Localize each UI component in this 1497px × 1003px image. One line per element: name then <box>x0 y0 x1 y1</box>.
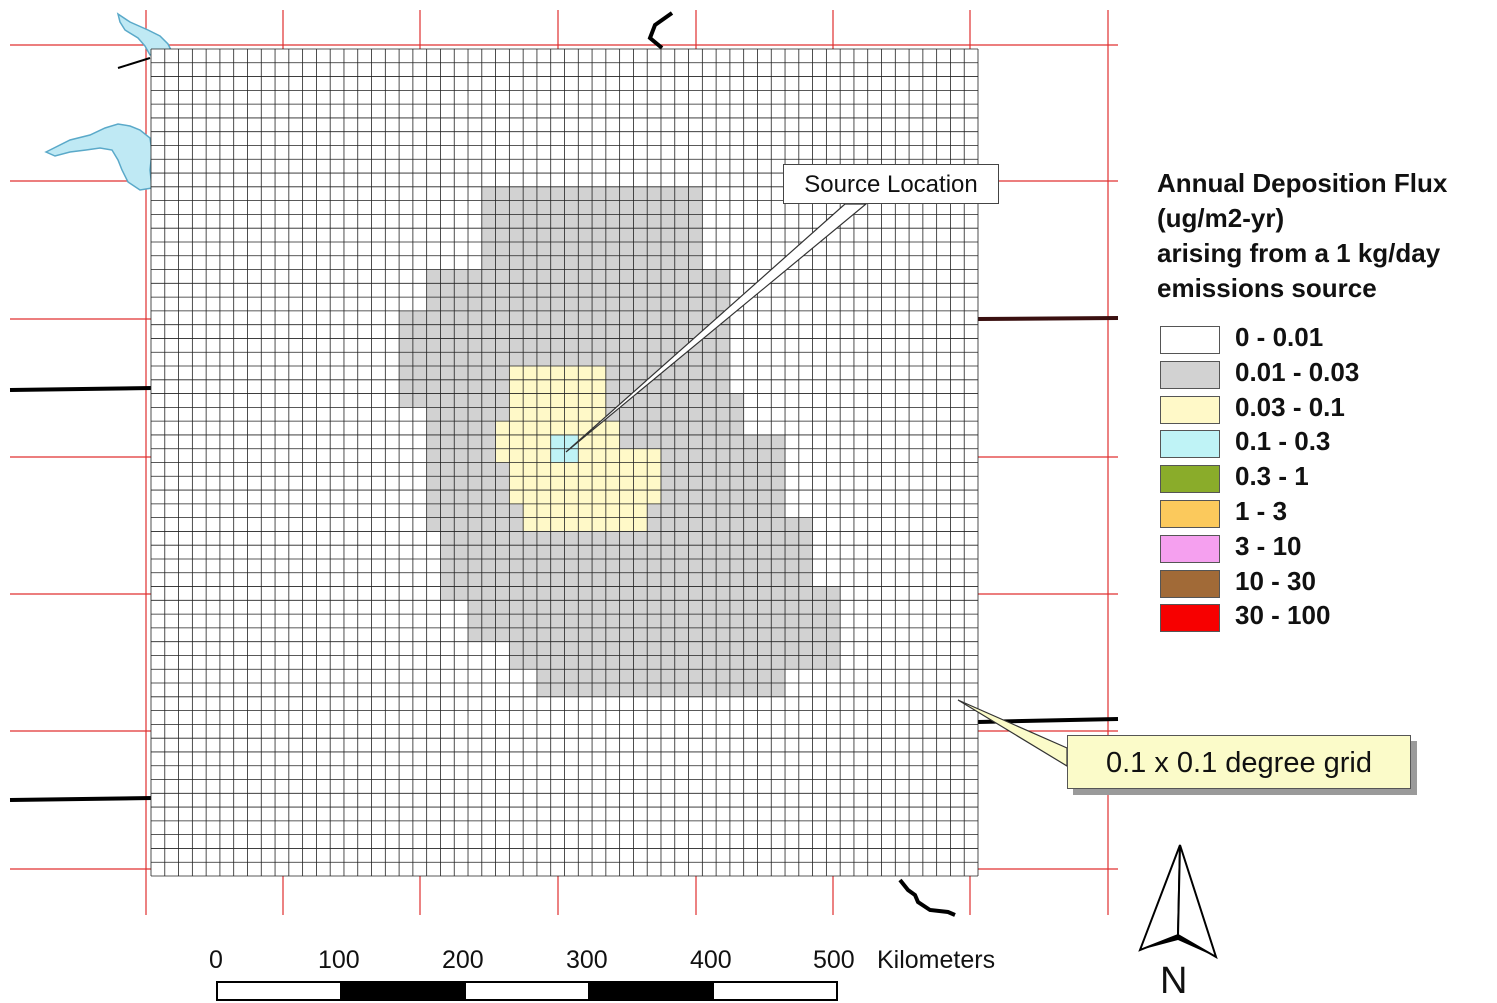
legend-item: 3 - 10 <box>1160 531 1490 567</box>
legend-swatch <box>1160 534 1220 563</box>
north-label: N <box>1160 960 1188 1002</box>
scale-bar <box>216 981 838 1001</box>
scale-tick-0: 0 <box>209 946 223 974</box>
legend-label: 10 - 30 <box>1235 565 1316 596</box>
legend-swatch <box>1160 326 1220 354</box>
scale-tick-500: 500 <box>813 946 855 974</box>
legend-swatch <box>1160 430 1220 459</box>
legend-label: 0.3 - 1 <box>1235 461 1309 492</box>
legend-item: 10 - 30 <box>1160 566 1490 602</box>
legend-swatch <box>1160 569 1220 598</box>
legend-item: 1 - 3 <box>1160 496 1490 532</box>
legend-title-line-3: arising from a 1 kg/day <box>1157 238 1441 268</box>
north-arrow-icon <box>1138 844 1218 960</box>
legend-swatch <box>1160 500 1220 528</box>
legend-label: 30 - 100 <box>1235 600 1331 631</box>
legend-swatch <box>1160 360 1220 389</box>
scale-tick-100: 100 <box>318 946 360 974</box>
grid-resolution-callout: 0.1 x 0.1 degree grid <box>1067 735 1411 789</box>
legend-title-line-2: (ug/m2-yr) <box>1157 203 1285 233</box>
legend-item: 0 - 0.01 <box>1160 322 1490 358</box>
legend-swatch <box>1160 465 1220 494</box>
legend-title-line-4: emissions source <box>1157 273 1377 303</box>
flux-cell-0.03-0.1 <box>523 490 648 532</box>
scale-tick-300: 300 <box>566 946 608 974</box>
legend-item: 30 - 100 <box>1160 600 1490 636</box>
legend-label: 0.01 - 0.03 <box>1235 356 1360 387</box>
legend-item: 0.03 - 0.1 <box>1160 392 1490 428</box>
legend-title-line-1: Annual Deposition Flux <box>1157 168 1448 198</box>
source-callout-leader <box>565 203 868 453</box>
legend-label: 0.03 - 0.1 <box>1235 391 1345 422</box>
legend: Annual Deposition Flux (ug/m2-yr) arisin… <box>1157 166 1497 633</box>
legend-swatch <box>1160 604 1220 633</box>
legend-swatch <box>1160 395 1220 424</box>
degree-grid-lines <box>150 48 979 877</box>
source-location-callout: Source Location <box>783 164 999 204</box>
scale-unit: Kilometers <box>877 946 996 974</box>
legend-label: 1 - 3 <box>1235 496 1288 526</box>
legend-item: 0.1 - 0.3 <box>1160 426 1490 462</box>
legend-item: 0.01 - 0.03 <box>1160 357 1490 393</box>
legend-label: 3 - 10 <box>1235 530 1302 561</box>
scale-tick-400: 400 <box>690 946 732 974</box>
legend-item: 0.3 - 1 <box>1160 461 1490 497</box>
legend-label: 0.1 - 0.3 <box>1235 426 1331 457</box>
legend-label: 0 - 0.01 <box>1235 322 1324 352</box>
scale-tick-200: 200 <box>442 946 484 974</box>
